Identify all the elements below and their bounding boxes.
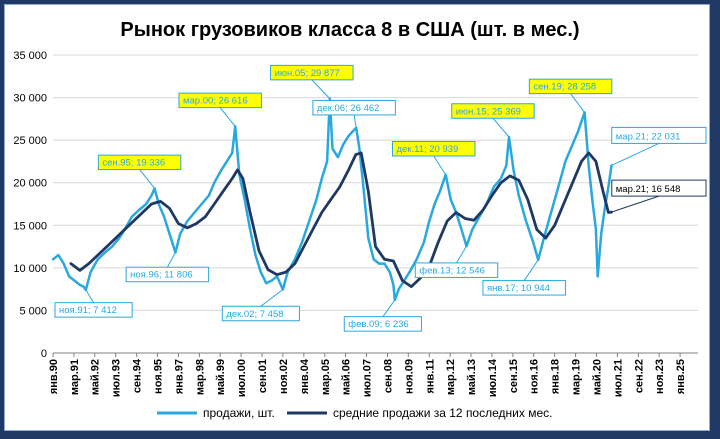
- annotation-leader: [139, 169, 155, 189]
- x-tick-label: сен.22: [633, 359, 645, 393]
- annotation-box: [451, 103, 535, 119]
- x-tick-label: ноя.02: [278, 359, 290, 394]
- annotation-leader: [492, 117, 510, 138]
- x-tick-label: июл.14: [487, 358, 499, 397]
- annotation-leader: [353, 114, 357, 128]
- x-tick-label: сен.08: [383, 359, 395, 393]
- annotation-label: дек.06; 26 462: [317, 103, 380, 114]
- annotation-box: [414, 262, 499, 278]
- annotation-box: [482, 280, 566, 296]
- x-tick-label: ноя.23: [654, 359, 666, 394]
- annotation-box: [611, 179, 707, 197]
- annotation-box: [54, 302, 133, 318]
- x-tick-label: ноя.95: [152, 359, 164, 394]
- x-tick-label: мар.05: [320, 359, 332, 395]
- annotation-label: мар.00; 26 616: [183, 96, 248, 107]
- annotation-box: [97, 154, 182, 171]
- annotation-box: [312, 99, 396, 116]
- x-tick-label: мар.12: [445, 359, 457, 395]
- legend-label-sales: продажи, шт.: [203, 406, 275, 420]
- legend: продажи, шт. средние продажи за 12 после…: [157, 406, 552, 420]
- x-tick-label: янв.90: [48, 359, 60, 394]
- annotation-leader: [382, 299, 396, 317]
- series-line-sales: [51, 97, 613, 302]
- y-tick-label: 5 000: [19, 305, 47, 317]
- x-tick-label: май.06: [341, 359, 353, 395]
- annotation-box: [391, 140, 476, 157]
- x-tick-label: июл.93: [111, 359, 123, 397]
- x-tick-label: июл.00: [236, 359, 248, 397]
- x-tick-label: сен.15: [508, 359, 520, 393]
- annotation-box: [343, 316, 422, 332]
- x-tick-label: май.92: [90, 359, 102, 395]
- x-tick-label: июл.21: [612, 359, 624, 397]
- x-tick-label: мар.19: [571, 359, 583, 395]
- x-tick-label: июл.07: [362, 359, 374, 397]
- annotation-box: [611, 126, 707, 144]
- y-tick-label: 30 000: [13, 93, 47, 105]
- y-tick-label: 25 000: [13, 135, 47, 147]
- y-tick-label: 15 000: [13, 220, 47, 232]
- annotation-label: июн.05; 29 877: [275, 68, 340, 79]
- x-tick-label: янв.25: [675, 359, 687, 394]
- annotation-box: [528, 78, 613, 95]
- x-tick-label: сен.94: [132, 358, 144, 393]
- annotation-leader: [311, 79, 331, 99]
- annotation-label: мар.21; 16 548: [616, 184, 681, 195]
- annotation-leader: [570, 93, 585, 113]
- x-tick-label: янв.04: [299, 358, 311, 394]
- x-tick-label: ноя.16: [529, 359, 541, 394]
- annotation-box: [125, 266, 210, 283]
- annotation-leader: [166, 252, 176, 268]
- x-tick-label: янв.97: [173, 359, 185, 394]
- annotation-leader: [523, 259, 539, 281]
- annotation-label: дек.11; 20 939: [396, 144, 458, 155]
- annotation-label: сен.19; 28 258: [533, 82, 596, 93]
- x-tick-label: янв.11: [424, 359, 436, 394]
- chart-title: Рынок грузовиков класса 8 в США (шт. в м…: [120, 19, 579, 41]
- x-tick-label: май.13: [466, 359, 478, 395]
- annotation-leader: [219, 107, 236, 127]
- annotation-leader: [611, 195, 660, 213]
- annotation-label: фев.13; 12 546: [419, 265, 485, 276]
- chart-frame: Рынок грузовиков класса 8 в США (шт. в м…: [4, 4, 710, 431]
- annotation-label: дек.02; 7 458: [226, 309, 283, 320]
- annotation-box: [270, 64, 354, 81]
- annotation-label: ноя.96; 11 806: [130, 270, 193, 281]
- legend-label-average: средние продажи за 12 последних мес.: [333, 406, 552, 420]
- annotation-box: [221, 305, 300, 322]
- annotation-box: [178, 92, 262, 109]
- x-tick-label: май.20: [591, 359, 603, 395]
- annotation-leader: [456, 245, 467, 264]
- annotation-label: сен.95; 19 336: [102, 158, 165, 169]
- annotation-leader: [85, 289, 95, 303]
- x-tick-label: сен.01: [257, 359, 269, 393]
- x-tick-label: ноя.09: [403, 359, 415, 394]
- annotation-leader: [433, 155, 447, 175]
- annotation-label: ноя.91; 7 412: [59, 305, 117, 316]
- x-tick-label: мар.98: [194, 359, 206, 395]
- x-tick-label: мар.91: [69, 359, 81, 395]
- y-tick-label: 20 000: [13, 178, 47, 190]
- y-tick-label: 35 000: [13, 50, 47, 62]
- annotation-leader: [260, 289, 284, 307]
- annotation-label: фев.09; 6 236: [348, 319, 408, 330]
- y-tick-label: 0: [41, 348, 47, 360]
- annotation-leader: [611, 142, 660, 166]
- annotation-label: мар.21; 22 031: [616, 131, 681, 142]
- annotation-label: янв.17; 10 944: [487, 283, 550, 294]
- y-tick-label: 10 000: [13, 263, 47, 275]
- series-line-average: [69, 151, 613, 289]
- annotation-label: июн.15; 25 369: [456, 106, 521, 117]
- x-tick-label: май.99: [215, 359, 227, 395]
- x-tick-label: янв.18: [550, 359, 562, 394]
- chart: Рынок грузовиков класса 8 в США (шт. в м…: [13, 19, 707, 420]
